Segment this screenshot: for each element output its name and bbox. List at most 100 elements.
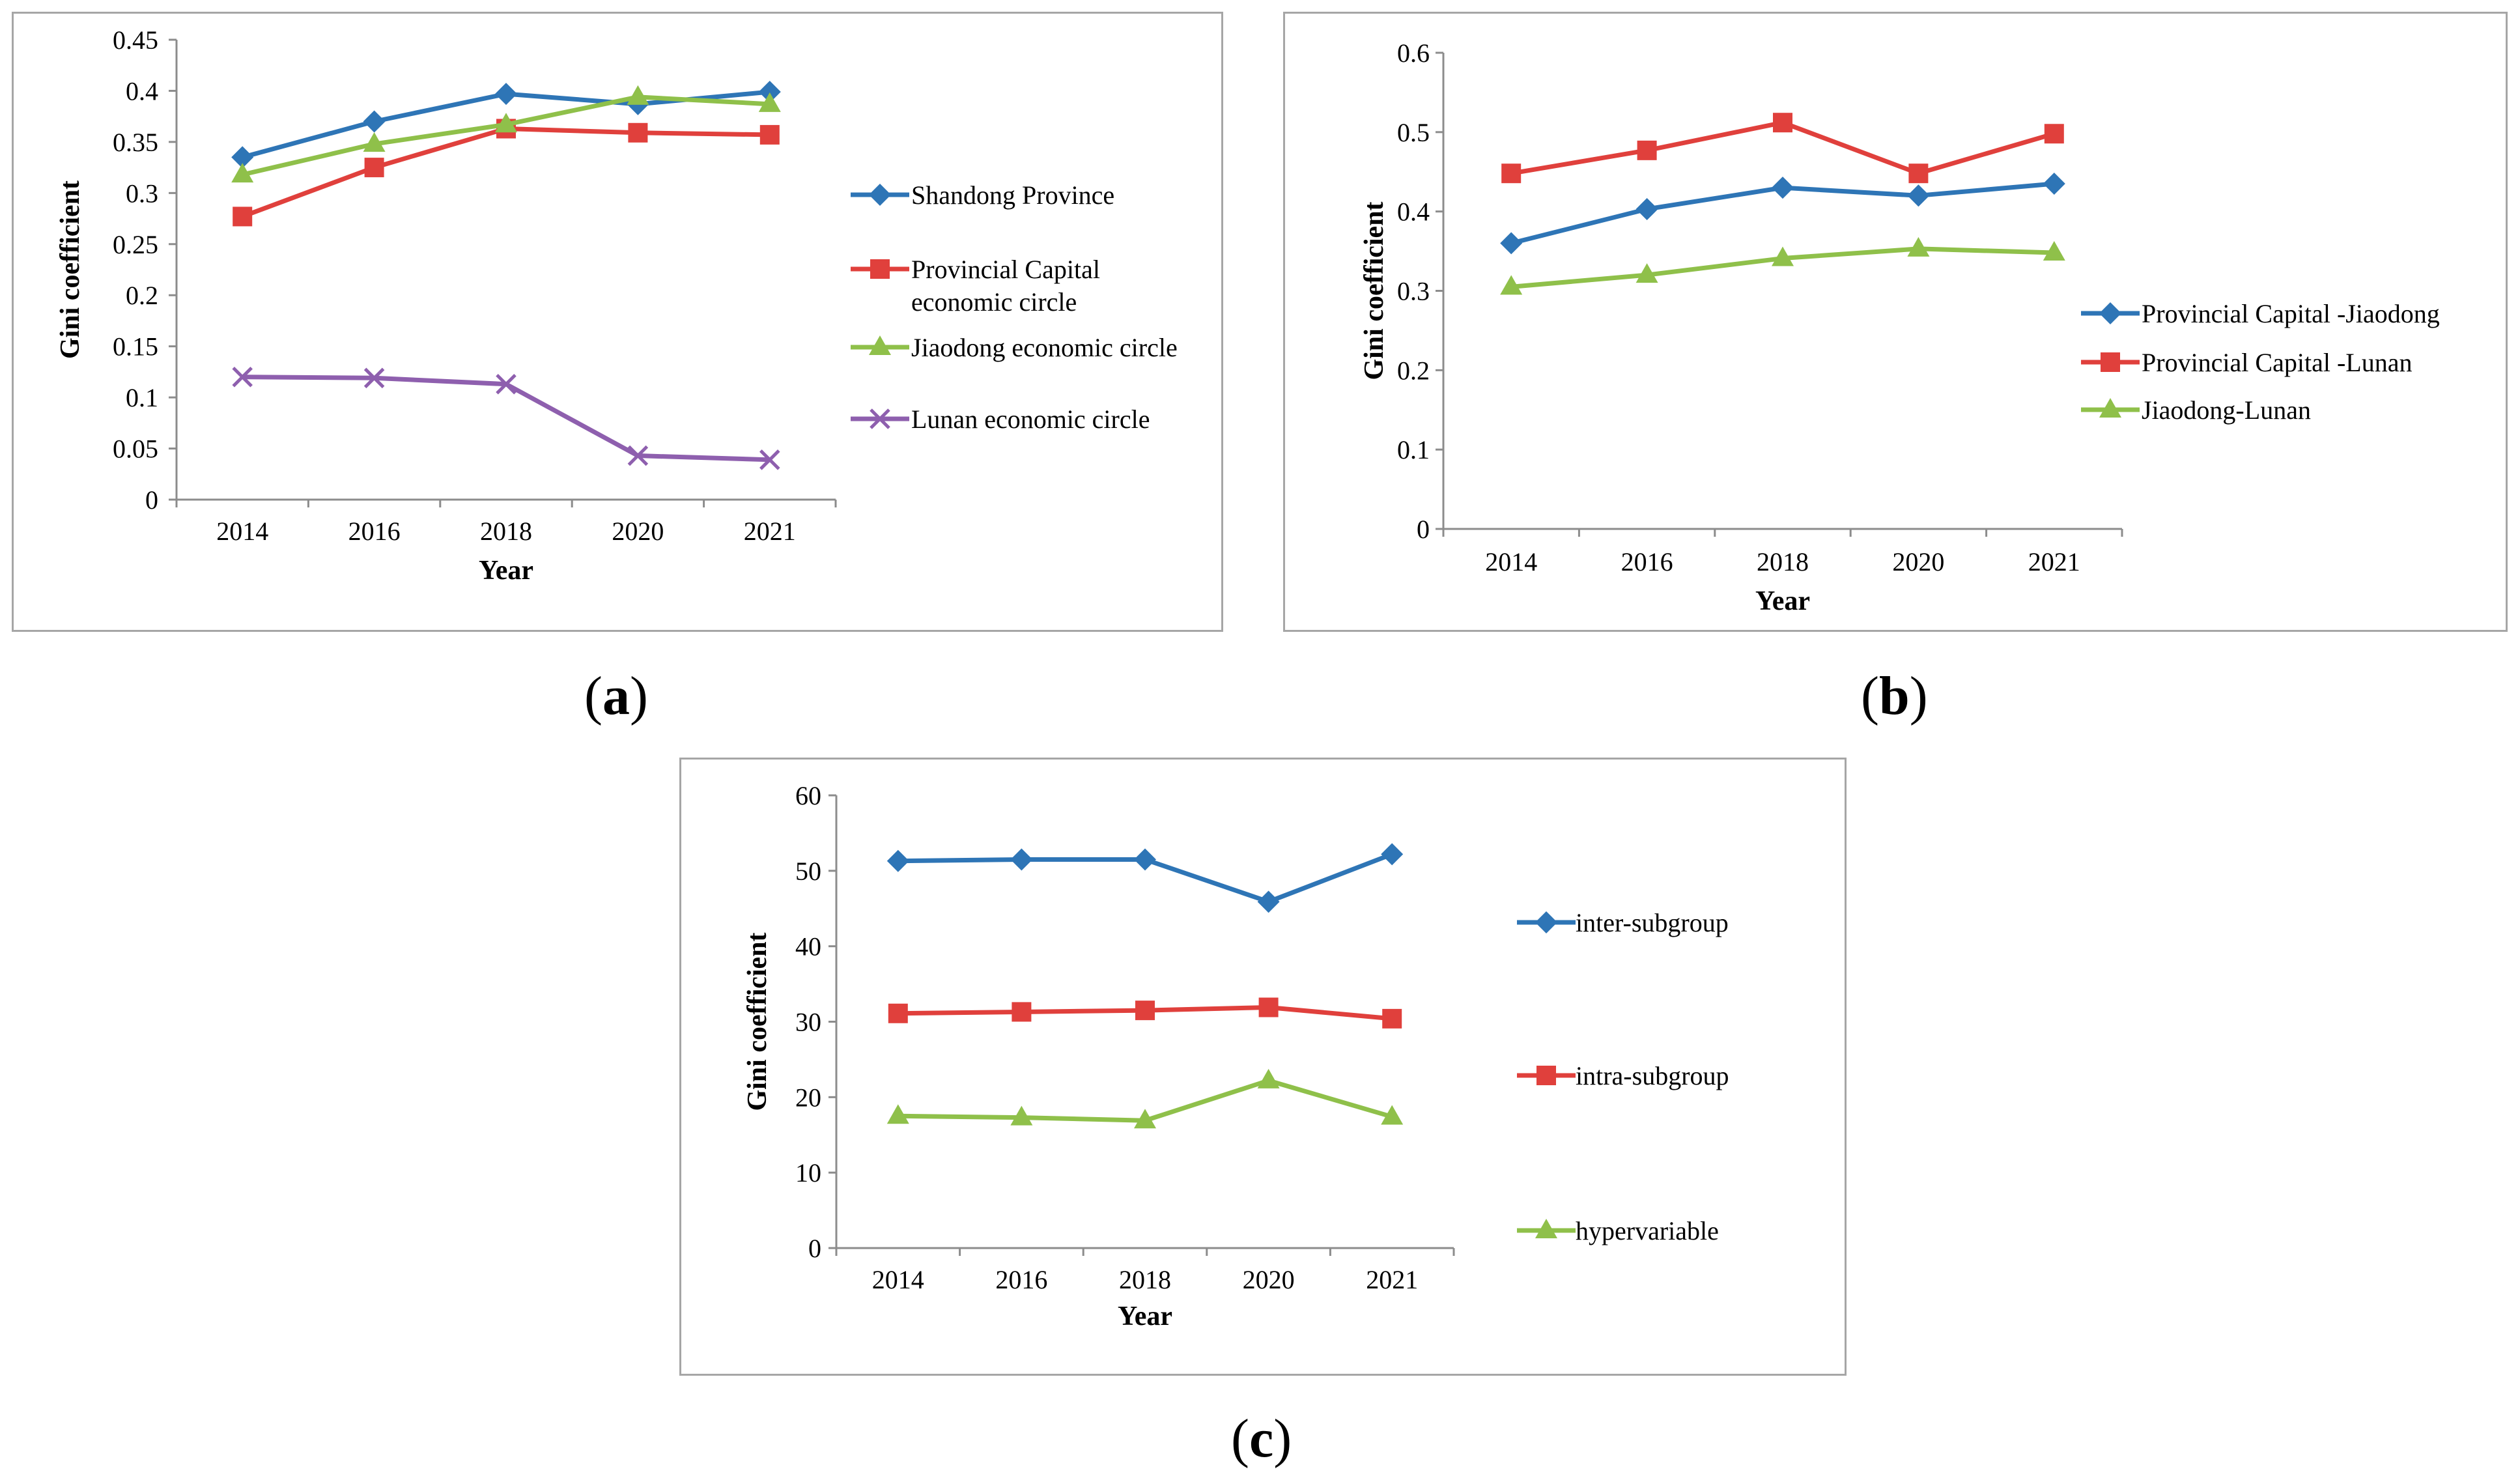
chart-a-legend-label: Shandong Province bbox=[911, 180, 1114, 210]
chart-c-y-tick-label: 30 bbox=[795, 1008, 821, 1037]
chart-c-legend-label: inter-subgroup bbox=[1576, 908, 1729, 937]
caption-c: (c) bbox=[1231, 1408, 1292, 1469]
chart-a-y-tick-label: 0.15 bbox=[113, 332, 158, 362]
chart-b-data-point bbox=[1907, 184, 1930, 207]
chart-a-data-point bbox=[496, 373, 517, 395]
chart-a-data-point bbox=[627, 445, 649, 466]
chart-a-x-tick-label: 2018 bbox=[480, 517, 532, 546]
chart-a-data-point bbox=[495, 113, 517, 133]
chart-c-data-point bbox=[1257, 890, 1280, 913]
chart-a-series-1 bbox=[233, 119, 780, 227]
chart-c-x-tick-label: 2014 bbox=[872, 1265, 924, 1294]
chart-a-legend-label: economic circle bbox=[911, 287, 1077, 317]
chart-b-data-point bbox=[1500, 232, 1523, 255]
chart-b-legend-label: Jiaodong-Lunan bbox=[2142, 395, 2311, 425]
caption-b: (b) bbox=[1861, 666, 1928, 726]
chart-b-data-point bbox=[2044, 124, 2064, 144]
chart-c-y-tick-label: 60 bbox=[795, 781, 821, 810]
chart-a-y-tick-label: 0.35 bbox=[113, 128, 158, 157]
chart-a-data-point bbox=[363, 110, 386, 133]
chart-c-data-point bbox=[1381, 843, 1404, 866]
chart-b-y-tick-label: 0.3 bbox=[1397, 277, 1430, 306]
chart-a-data-point bbox=[759, 449, 780, 470]
chart-c-x-axis-title: Year bbox=[1118, 1301, 1172, 1331]
chart-a-data-point bbox=[231, 163, 254, 183]
chart-b-data-point bbox=[1907, 236, 1930, 257]
chart-c-data-point bbox=[886, 1104, 909, 1124]
chart-panel-c: 0 10 20 30 40 50 60 2014 2016 2018 2020 2021 Year Gin… bbox=[679, 758, 1847, 1376]
chart-c-series-0 bbox=[886, 843, 1404, 913]
chart-a-x-axis-title: Year bbox=[479, 556, 533, 586]
chart-a-y-tick-label: 0.25 bbox=[113, 230, 158, 259]
chart-b-legend-swatch-marker bbox=[2099, 398, 2121, 418]
chart-b-y-tick-label: 0.1 bbox=[1397, 435, 1430, 464]
chart-a-y-tick-label: 0.4 bbox=[126, 76, 158, 106]
chart-a-x-tick-label: 2014 bbox=[216, 517, 268, 546]
chart-c-data-point bbox=[1010, 1105, 1033, 1126]
chart-c-data-point bbox=[1134, 1109, 1156, 1129]
chart-b-svg: 0 0.1 0.2 0.3 0.4 0.5 0.6 2014 2016 2018 2020 2021 Y… bbox=[1359, 38, 2440, 616]
chart-b-data-point bbox=[1500, 275, 1523, 295]
chart-c-y-tick-label: 20 bbox=[795, 1083, 821, 1112]
chart-c-data-point bbox=[1135, 1001, 1155, 1021]
chart-c-legend-swatch-marker bbox=[1535, 1219, 1557, 1238]
chart-b-legend-label: Provincial Capital -Jiaodong bbox=[2142, 299, 2440, 328]
chart-c-series-1 bbox=[888, 997, 1402, 1029]
chart-a-legend-label: Jiaodong economic circle bbox=[911, 333, 1178, 362]
chart-a-series-2 bbox=[231, 85, 781, 183]
chart-b-x-tick-label: 2020 bbox=[1892, 547, 1944, 576]
chart-c-x-tick-label: 2016 bbox=[995, 1265, 1047, 1294]
chart-a-data-point bbox=[627, 85, 649, 105]
chart-a-svg: 0 0.05 0.1 0.15 0.2 0.25 0.3 0.35 0.4 0.45 2014 201… bbox=[55, 25, 1178, 586]
chart-a-data-point bbox=[759, 124, 780, 145]
chart-c-y-tick-label: 0 bbox=[808, 1234, 821, 1263]
chart-c-data-point bbox=[1381, 1105, 1404, 1125]
chart-a-legend-swatch-marker bbox=[869, 335, 891, 355]
chart-c-data-point bbox=[1258, 997, 1279, 1017]
chart-a-series-line bbox=[242, 375, 770, 462]
chart-b-series-2 bbox=[1500, 236, 2065, 295]
chart-a-data-point bbox=[231, 146, 254, 169]
chart-b-y-tick-label: 0 bbox=[1417, 515, 1430, 544]
chart-a-data-point bbox=[363, 367, 385, 389]
chart-b-data-point bbox=[1773, 113, 1792, 133]
chart-a-y-tick-label: 0.45 bbox=[113, 25, 158, 55]
chart-c-x-tick-label: 2021 bbox=[1366, 1265, 1418, 1294]
chart-b-data-point bbox=[1635, 198, 1658, 221]
chart-b-series-0 bbox=[1500, 173, 2065, 255]
chart-b-legend-label: Provincial Capital -Lunan bbox=[2142, 348, 2412, 377]
chart-c-legend-label: hypervariable bbox=[1576, 1216, 1719, 1245]
chart-a-y-tick-label: 0 bbox=[145, 485, 158, 515]
chart-b-x-tick-label: 2018 bbox=[1757, 547, 1809, 576]
chart-b-data-point bbox=[1635, 263, 1658, 283]
chart-a-x-tick-label: 2021 bbox=[744, 517, 796, 546]
chart-b-y-axis-title: Gini coefficient bbox=[1359, 201, 1389, 380]
chart-b-series-1 bbox=[1501, 113, 2064, 184]
chart-a-legend-label: Provincial Capital bbox=[911, 255, 1100, 284]
chart-c-legend-swatch-marker bbox=[1535, 911, 1557, 933]
chart-a-x-tick-label: 2020 bbox=[612, 517, 664, 546]
chart-b-x-tick-label: 2016 bbox=[1621, 547, 1673, 576]
chart-a-data-point bbox=[758, 92, 781, 112]
chart-c-data-point bbox=[1010, 848, 1033, 871]
chart-c-data-point bbox=[888, 1003, 908, 1023]
caption-b-letter: b bbox=[1878, 666, 1910, 726]
chart-c-data-point bbox=[1134, 848, 1156, 871]
caption-a-letter: a bbox=[602, 666, 630, 726]
chart-a-y-tick-label: 0.1 bbox=[126, 383, 158, 412]
chart-c-series-2 bbox=[886, 1068, 1404, 1129]
chart-b-y-tick-label: 0.2 bbox=[1397, 356, 1430, 385]
chart-a-legend-label: Lunan economic circle bbox=[911, 405, 1150, 434]
caption-a: (a) bbox=[584, 666, 648, 726]
chart-c-x-tick-label: 2018 bbox=[1119, 1265, 1171, 1294]
caption-c-letter: c bbox=[1249, 1408, 1274, 1469]
chart-c-x-tick-label: 2020 bbox=[1243, 1265, 1295, 1294]
chart-panel-a: 0 0.05 0.1 0.15 0.2 0.25 0.3 0.35 0.4 0.45 2014 201… bbox=[12, 12, 1223, 632]
chart-a-y-tick-label: 0.3 bbox=[126, 178, 158, 208]
chart-c-y-tick-label: 10 bbox=[795, 1158, 821, 1187]
chart-b-data-point bbox=[1772, 177, 1794, 199]
chart-panel-b: 0 0.1 0.2 0.3 0.4 0.5 0.6 2014 2016 2018 2020 2021 Y… bbox=[1283, 12, 2508, 632]
chart-c-data-point bbox=[1382, 1008, 1402, 1029]
chart-a-y-tick-label: 0.05 bbox=[113, 434, 158, 464]
chart-b-data-point bbox=[2043, 173, 2065, 195]
